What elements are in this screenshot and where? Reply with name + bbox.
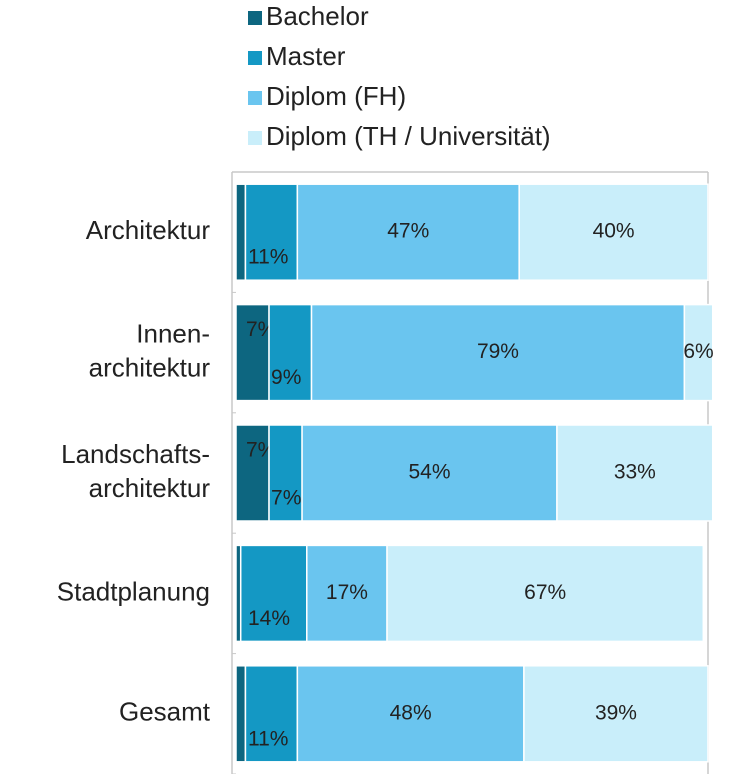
bar-segment [556, 424, 714, 522]
data-label: 54% [409, 461, 451, 484]
legend-label: Diplom (FH) [266, 81, 406, 111]
legend-label: Bachelor [266, 1, 369, 31]
data-label: 48% [390, 701, 432, 724]
bar-segment [268, 424, 303, 522]
legend-swatch [248, 131, 262, 145]
legend-label: Diplom (TH / Universität) [266, 121, 551, 151]
bar-segment [518, 183, 709, 281]
bar-segment [235, 303, 270, 402]
data-label: 11% [248, 727, 288, 750]
category-label: Stadtplanung [57, 576, 210, 606]
data-label: 33% [614, 461, 656, 484]
data-label: 39% [595, 701, 637, 724]
category-label: Landschafts-architektur [61, 439, 210, 503]
bar-segment [235, 665, 247, 763]
legend-swatch [248, 11, 262, 25]
data-label: 14% [248, 607, 290, 630]
data-label: 9% [271, 366, 301, 389]
bar-segment [301, 424, 558, 522]
legend-swatch [248, 51, 262, 65]
data-label: 79% [477, 340, 519, 363]
data-label: 17% [326, 581, 368, 604]
bar-segment [310, 303, 686, 402]
data-label: 7% [271, 487, 301, 510]
data-label: 6% [683, 340, 713, 363]
category-label: Architektur [86, 215, 211, 245]
bar-segment [683, 303, 714, 402]
bar-segment [239, 544, 308, 643]
bar-segment [523, 665, 709, 763]
bar-segment [306, 544, 388, 643]
data-label: 40% [593, 220, 635, 243]
bar-segment [296, 665, 525, 763]
category-label: Innen-architektur [89, 318, 211, 382]
legend-swatch [248, 91, 262, 105]
data-label: 47% [387, 220, 429, 243]
category-label: Gesamt [119, 697, 211, 727]
data-label: 11% [248, 246, 288, 269]
bar-segment [268, 303, 313, 402]
bar-segment [386, 544, 705, 643]
bar-segment [244, 665, 299, 763]
bar-segment [235, 183, 247, 281]
legend-label: Master [266, 41, 346, 71]
bar-segment [244, 183, 299, 281]
data-label: 67% [524, 581, 566, 604]
